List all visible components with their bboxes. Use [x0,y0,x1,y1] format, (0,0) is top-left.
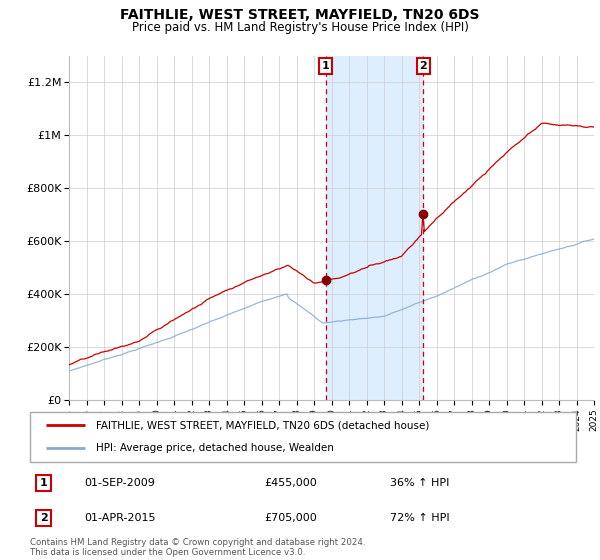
FancyBboxPatch shape [30,412,576,462]
Text: £705,000: £705,000 [265,513,317,523]
Text: 72% ↑ HPI: 72% ↑ HPI [391,513,450,523]
Text: 36% ↑ HPI: 36% ↑ HPI [391,478,450,488]
Text: 01-APR-2015: 01-APR-2015 [85,513,156,523]
Bar [326,56,424,400]
Text: 2: 2 [40,513,47,523]
Text: FAITHLIE, WEST STREET, MAYFIELD, TN20 6DS (detached house): FAITHLIE, WEST STREET, MAYFIELD, TN20 6D… [95,420,429,430]
Text: 2: 2 [419,61,427,71]
Text: £455,000: £455,000 [265,478,317,488]
Text: HPI: Average price, detached house, Wealden: HPI: Average price, detached house, Weal… [95,443,334,453]
Text: 01-SEP-2009: 01-SEP-2009 [85,478,155,488]
Text: 1: 1 [322,61,329,71]
Text: Price paid vs. HM Land Registry's House Price Index (HPI): Price paid vs. HM Land Registry's House … [131,21,469,34]
Text: Contains HM Land Registry data © Crown copyright and database right 2024.
This d: Contains HM Land Registry data © Crown c… [30,538,365,557]
Text: 1: 1 [40,478,47,488]
Text: FAITHLIE, WEST STREET, MAYFIELD, TN20 6DS: FAITHLIE, WEST STREET, MAYFIELD, TN20 6D… [120,8,480,22]
